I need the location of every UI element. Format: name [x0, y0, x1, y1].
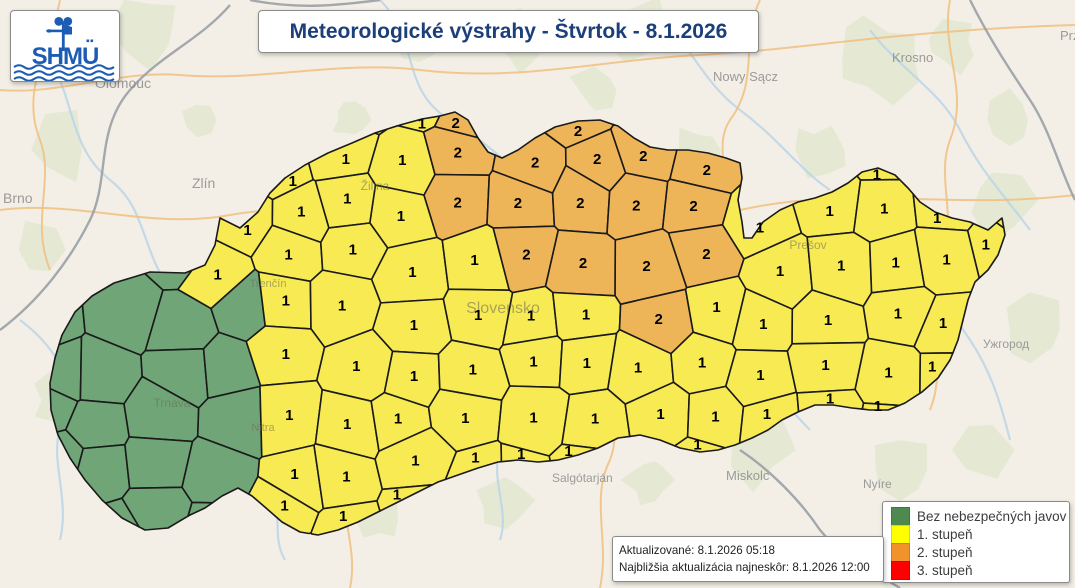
svg-text:Ужгород: Ужгород [983, 337, 1029, 351]
svg-text:1: 1 [591, 410, 599, 427]
svg-text:1: 1 [826, 390, 834, 407]
svg-text:2: 2 [514, 195, 522, 212]
svg-text:1: 1 [352, 358, 360, 375]
svg-text:2: 2 [639, 148, 647, 165]
svg-text:Nyíre: Nyíre [863, 477, 892, 491]
svg-text:1: 1 [656, 406, 664, 423]
svg-text:1: 1 [338, 298, 346, 315]
svg-text:2: 2 [452, 115, 460, 132]
svg-text:1: 1 [471, 449, 479, 466]
svg-text:1: 1 [394, 411, 402, 428]
svg-text:2: 2 [689, 198, 697, 215]
svg-text:1: 1 [527, 307, 535, 324]
svg-text:1: 1 [529, 409, 537, 426]
svg-text:1: 1 [285, 407, 293, 424]
svg-text:1: 1 [339, 508, 347, 525]
svg-text:Žilina: Žilina [361, 178, 390, 193]
svg-text:1: 1 [408, 264, 416, 281]
svg-text:2: 2 [531, 154, 539, 171]
svg-text:1: 1 [756, 219, 764, 236]
svg-text:Nitra: Nitra [251, 422, 275, 434]
svg-text:1: 1 [763, 406, 771, 423]
svg-text:1: 1 [343, 416, 351, 433]
svg-text:1: 1 [933, 210, 941, 227]
svg-text:1: 1 [243, 222, 251, 239]
svg-text:1: 1 [393, 486, 401, 503]
svg-text:Miskolc: Miskolc [726, 468, 770, 483]
svg-text:1: 1 [343, 191, 351, 208]
svg-text:1: 1 [411, 452, 419, 469]
svg-text:1: 1 [342, 469, 350, 486]
svg-text:1: 1 [874, 398, 882, 415]
svg-text:1: 1 [410, 317, 418, 334]
svg-text:1: 1 [290, 466, 298, 483]
svg-text:2: 2 [642, 258, 650, 275]
svg-text:2: 2 [655, 311, 663, 328]
svg-text:1: 1 [282, 346, 290, 363]
svg-text:1: 1 [397, 208, 405, 225]
svg-text:1: 1 [529, 354, 537, 371]
svg-text:1: 1 [469, 362, 477, 379]
svg-text:1: 1 [461, 410, 469, 427]
svg-text:1: 1 [698, 355, 706, 372]
svg-text:1: 1 [892, 254, 900, 271]
svg-text:1: 1 [583, 355, 591, 372]
svg-text:1: 1 [297, 203, 305, 220]
svg-text:1: 1 [939, 315, 947, 332]
svg-text:1: 1 [873, 166, 881, 183]
svg-text:1: 1 [821, 357, 829, 374]
svg-text:1: 1 [942, 251, 950, 268]
svg-text:1: 1 [824, 312, 832, 329]
svg-text:1: 1 [756, 367, 764, 384]
svg-text:2: 2 [579, 255, 587, 272]
svg-text:1: 1 [398, 152, 406, 169]
svg-text:1: 1 [928, 359, 936, 376]
svg-text:2: 2 [632, 197, 640, 214]
svg-text:1: 1 [418, 115, 426, 132]
svg-text:2: 2 [454, 195, 462, 212]
svg-text:1: 1 [712, 299, 720, 316]
svg-text:Brno: Brno [3, 190, 33, 206]
svg-text:1: 1 [826, 203, 834, 220]
svg-text:2: 2 [574, 123, 582, 140]
svg-text:1: 1 [280, 498, 288, 515]
svg-text:1: 1 [517, 446, 525, 463]
svg-text:1: 1 [470, 252, 478, 269]
svg-text:2: 2 [593, 151, 601, 168]
svg-text:1: 1 [282, 292, 290, 309]
svg-text:Trenčín: Trenčín [250, 278, 287, 290]
svg-text:1: 1 [349, 242, 357, 259]
svg-text:1: 1 [776, 263, 784, 280]
svg-text:1: 1 [284, 246, 292, 263]
svg-text:1: 1 [342, 151, 350, 168]
svg-text:1: 1 [289, 173, 297, 190]
svg-text:1: 1 [759, 316, 767, 333]
svg-text:1: 1 [982, 236, 990, 253]
svg-text:1: 1 [894, 306, 902, 323]
svg-text:1: 1 [884, 364, 892, 381]
svg-text:2: 2 [454, 145, 462, 162]
svg-text:1: 1 [214, 266, 222, 283]
svg-text:2: 2 [702, 246, 710, 263]
svg-text:Trnava: Trnava [154, 396, 191, 410]
svg-text:1: 1 [474, 307, 482, 324]
svg-text:1: 1 [410, 368, 418, 385]
svg-text:1: 1 [837, 258, 845, 275]
svg-text:1: 1 [582, 306, 590, 323]
svg-text:2: 2 [522, 246, 530, 263]
svg-text:2: 2 [703, 162, 711, 179]
svg-text:1: 1 [693, 437, 701, 454]
svg-text:1: 1 [564, 443, 572, 460]
svg-text:Krosno: Krosno [892, 50, 933, 65]
svg-text:1: 1 [634, 359, 642, 376]
svg-text:Zlín: Zlín [192, 175, 215, 191]
svg-text:Przem: Przem [1060, 28, 1075, 43]
svg-text:Nowy Sącz: Nowy Sącz [713, 69, 778, 84]
svg-text:1: 1 [880, 201, 888, 218]
svg-text:2: 2 [576, 195, 584, 212]
svg-text:Prešov: Prešov [789, 238, 826, 252]
svg-text:1: 1 [711, 408, 719, 425]
svg-text:Salgótarján: Salgótarján [552, 471, 613, 485]
